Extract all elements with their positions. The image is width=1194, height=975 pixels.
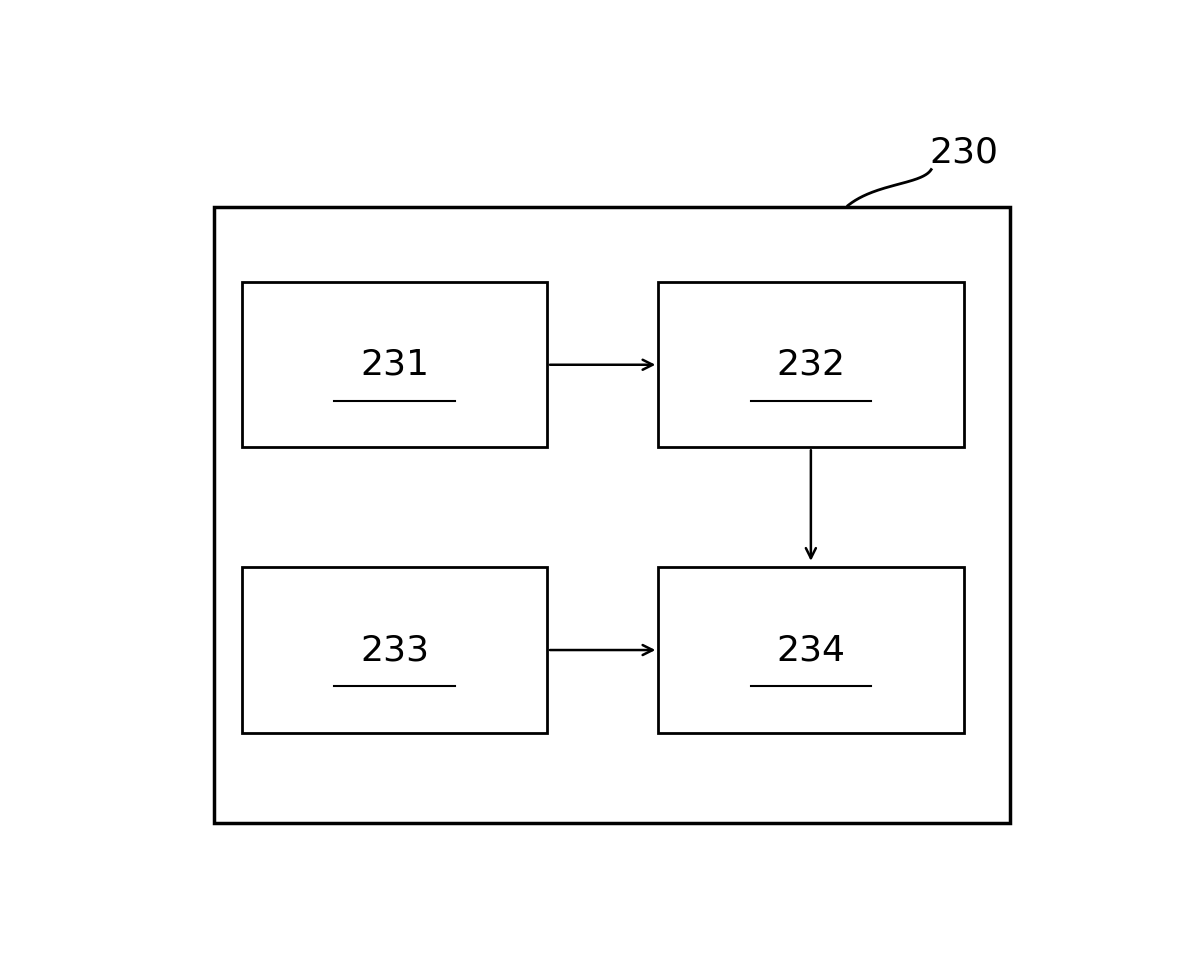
Text: 233: 233 bbox=[359, 633, 429, 667]
Bar bbox=[241, 282, 547, 448]
Bar bbox=[241, 567, 547, 732]
Bar bbox=[658, 567, 964, 732]
Text: 232: 232 bbox=[776, 348, 845, 382]
Text: 234: 234 bbox=[776, 633, 845, 667]
Text: 231: 231 bbox=[359, 348, 429, 382]
Bar bbox=[658, 282, 964, 448]
Text: 230: 230 bbox=[929, 136, 998, 170]
Bar bbox=[214, 207, 1010, 823]
